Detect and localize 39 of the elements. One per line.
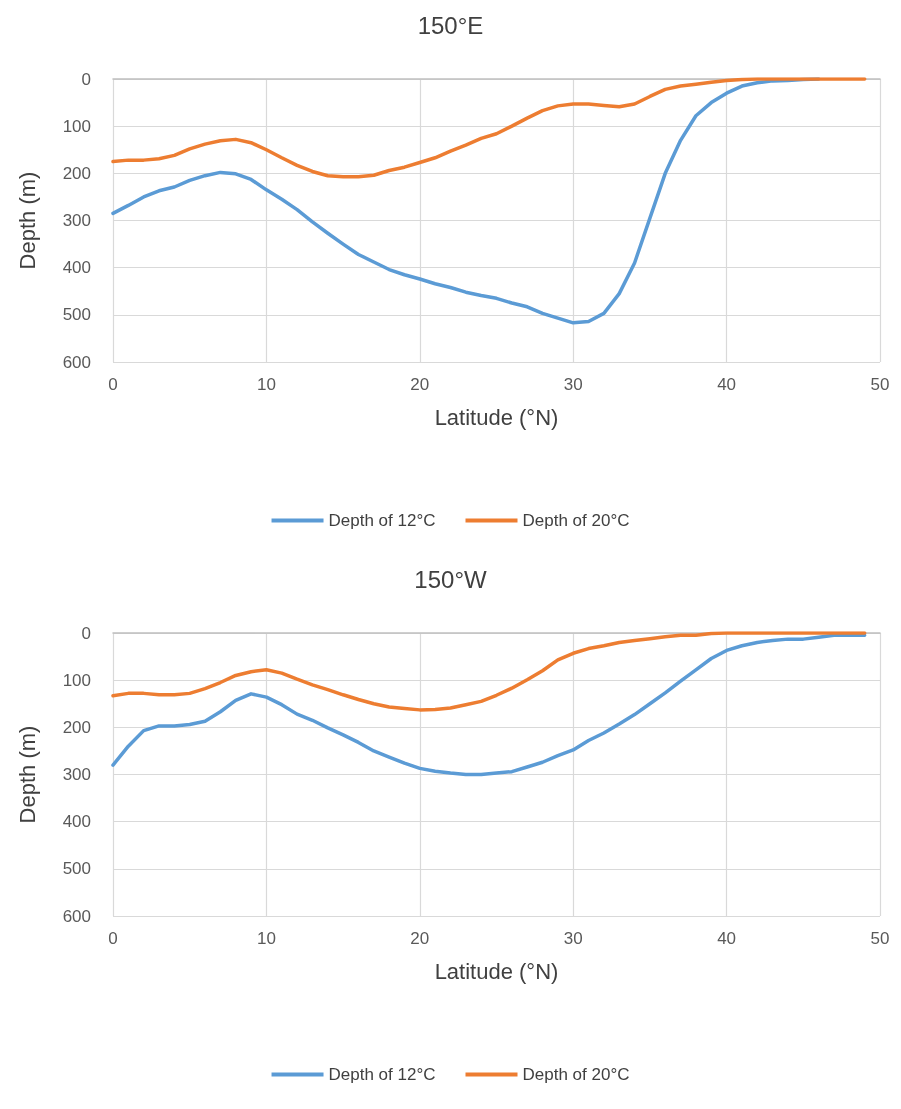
x-tick-label: 50: [870, 929, 890, 948]
y-tick-label: 400: [62, 812, 91, 832]
legend-label: Depth of 12°C: [328, 1065, 436, 1084]
y-tick-label: 200: [62, 163, 91, 183]
x-tick-label: 40: [717, 929, 737, 948]
legend-label: Depth of 20°C: [522, 511, 630, 530]
y-tick-label: 200: [62, 717, 91, 737]
y-tick-label: 500: [62, 305, 91, 325]
x-axis-title: Latitude (°N): [434, 404, 559, 430]
line-series: [111, 633, 867, 777]
y-tick-label: 100: [62, 670, 91, 690]
legend-label: Depth of 20°C: [522, 1065, 630, 1084]
y-tick-label: 100: [62, 116, 91, 136]
line-series: [111, 631, 867, 712]
y-tick-label: 0: [81, 623, 91, 643]
x-tick-label: 40: [717, 375, 737, 394]
y-tick-label: 600: [62, 906, 91, 926]
x-tick-label: 10: [256, 929, 276, 948]
y-tick-label: 300: [62, 211, 91, 230]
y-tick-label: 500: [62, 859, 91, 879]
y-axis-title: Depth (m): [14, 725, 40, 824]
legend-label: Depth of 12°C: [328, 511, 436, 530]
y-tick-label: 300: [62, 765, 91, 784]
x-tick-label: 30: [563, 929, 583, 948]
x-tick-label: 0: [108, 375, 118, 394]
y-tick-label: 400: [62, 258, 91, 278]
y-tick-label: 600: [62, 352, 91, 372]
chart-title: 150°E: [417, 11, 484, 39]
chart-title: 150°W: [414, 565, 487, 593]
y-tick-label: 0: [81, 69, 91, 89]
x-tick-label: 50: [870, 375, 890, 394]
y-axis-title: Depth (m): [14, 171, 40, 270]
x-tick-label: 30: [563, 375, 583, 394]
x-tick-label: 10: [256, 375, 276, 394]
x-tick-label: 20: [410, 375, 430, 394]
x-tick-label: 0: [108, 929, 118, 948]
line-series: [111, 77, 867, 179]
x-tick-label: 20: [410, 929, 430, 948]
x-axis-title: Latitude (°N): [434, 958, 559, 984]
